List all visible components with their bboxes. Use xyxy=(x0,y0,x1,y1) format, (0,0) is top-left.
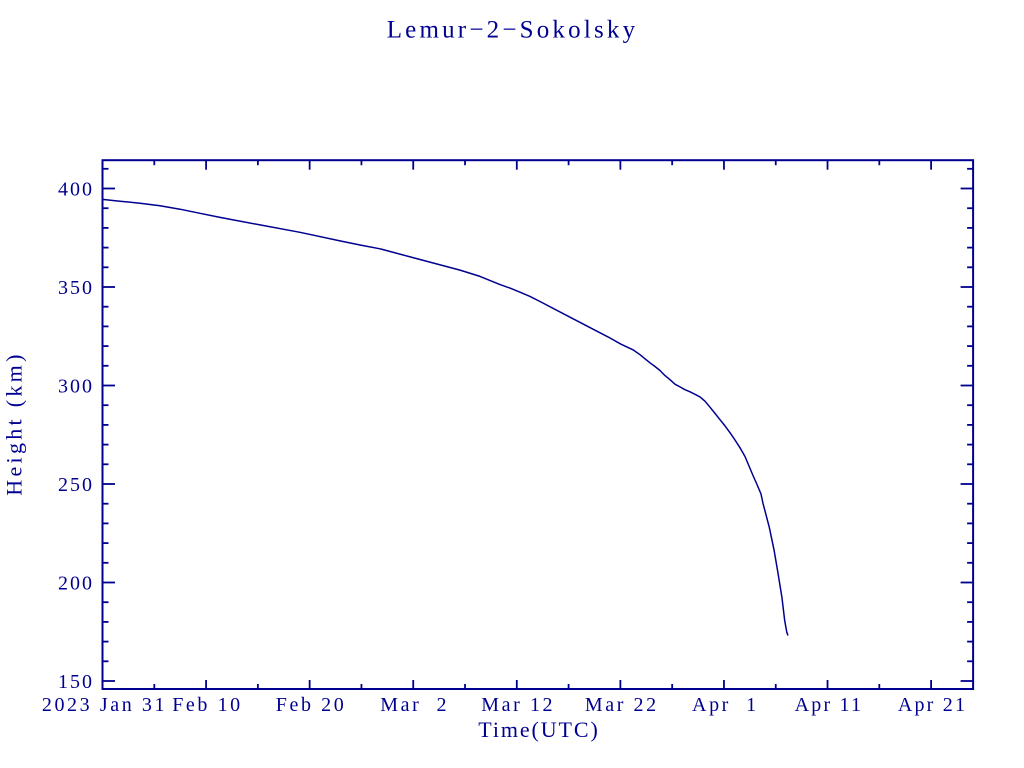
svg-text:Apr 1: Apr 1 xyxy=(692,694,759,716)
svg-text:400: 400 xyxy=(58,178,94,200)
svg-text:Mar 2: Mar 2 xyxy=(380,694,449,716)
svg-text:Feb 20: Feb 20 xyxy=(276,694,347,716)
svg-text:350: 350 xyxy=(58,277,94,299)
svg-text:Apr 11: Apr 11 xyxy=(795,694,864,716)
svg-text:Time(UTC): Time(UTC) xyxy=(478,717,599,742)
svg-text:200: 200 xyxy=(58,572,94,594)
svg-text:Lemur−2−Sokolsky: Lemur−2−Sokolsky xyxy=(387,17,639,44)
svg-text:250: 250 xyxy=(58,474,94,496)
svg-text:150: 150 xyxy=(58,671,94,693)
svg-text:Feb 10: Feb 10 xyxy=(172,694,243,716)
svg-text:2023 Jan 31: 2023 Jan 31 xyxy=(42,694,167,716)
svg-text:Apr 21: Apr 21 xyxy=(898,694,967,716)
svg-text:Mar 12: Mar 12 xyxy=(481,694,555,716)
svg-text:Height (km): Height (km) xyxy=(2,351,27,495)
svg-text:Mar 22: Mar 22 xyxy=(585,694,659,716)
svg-text:300: 300 xyxy=(58,375,94,397)
